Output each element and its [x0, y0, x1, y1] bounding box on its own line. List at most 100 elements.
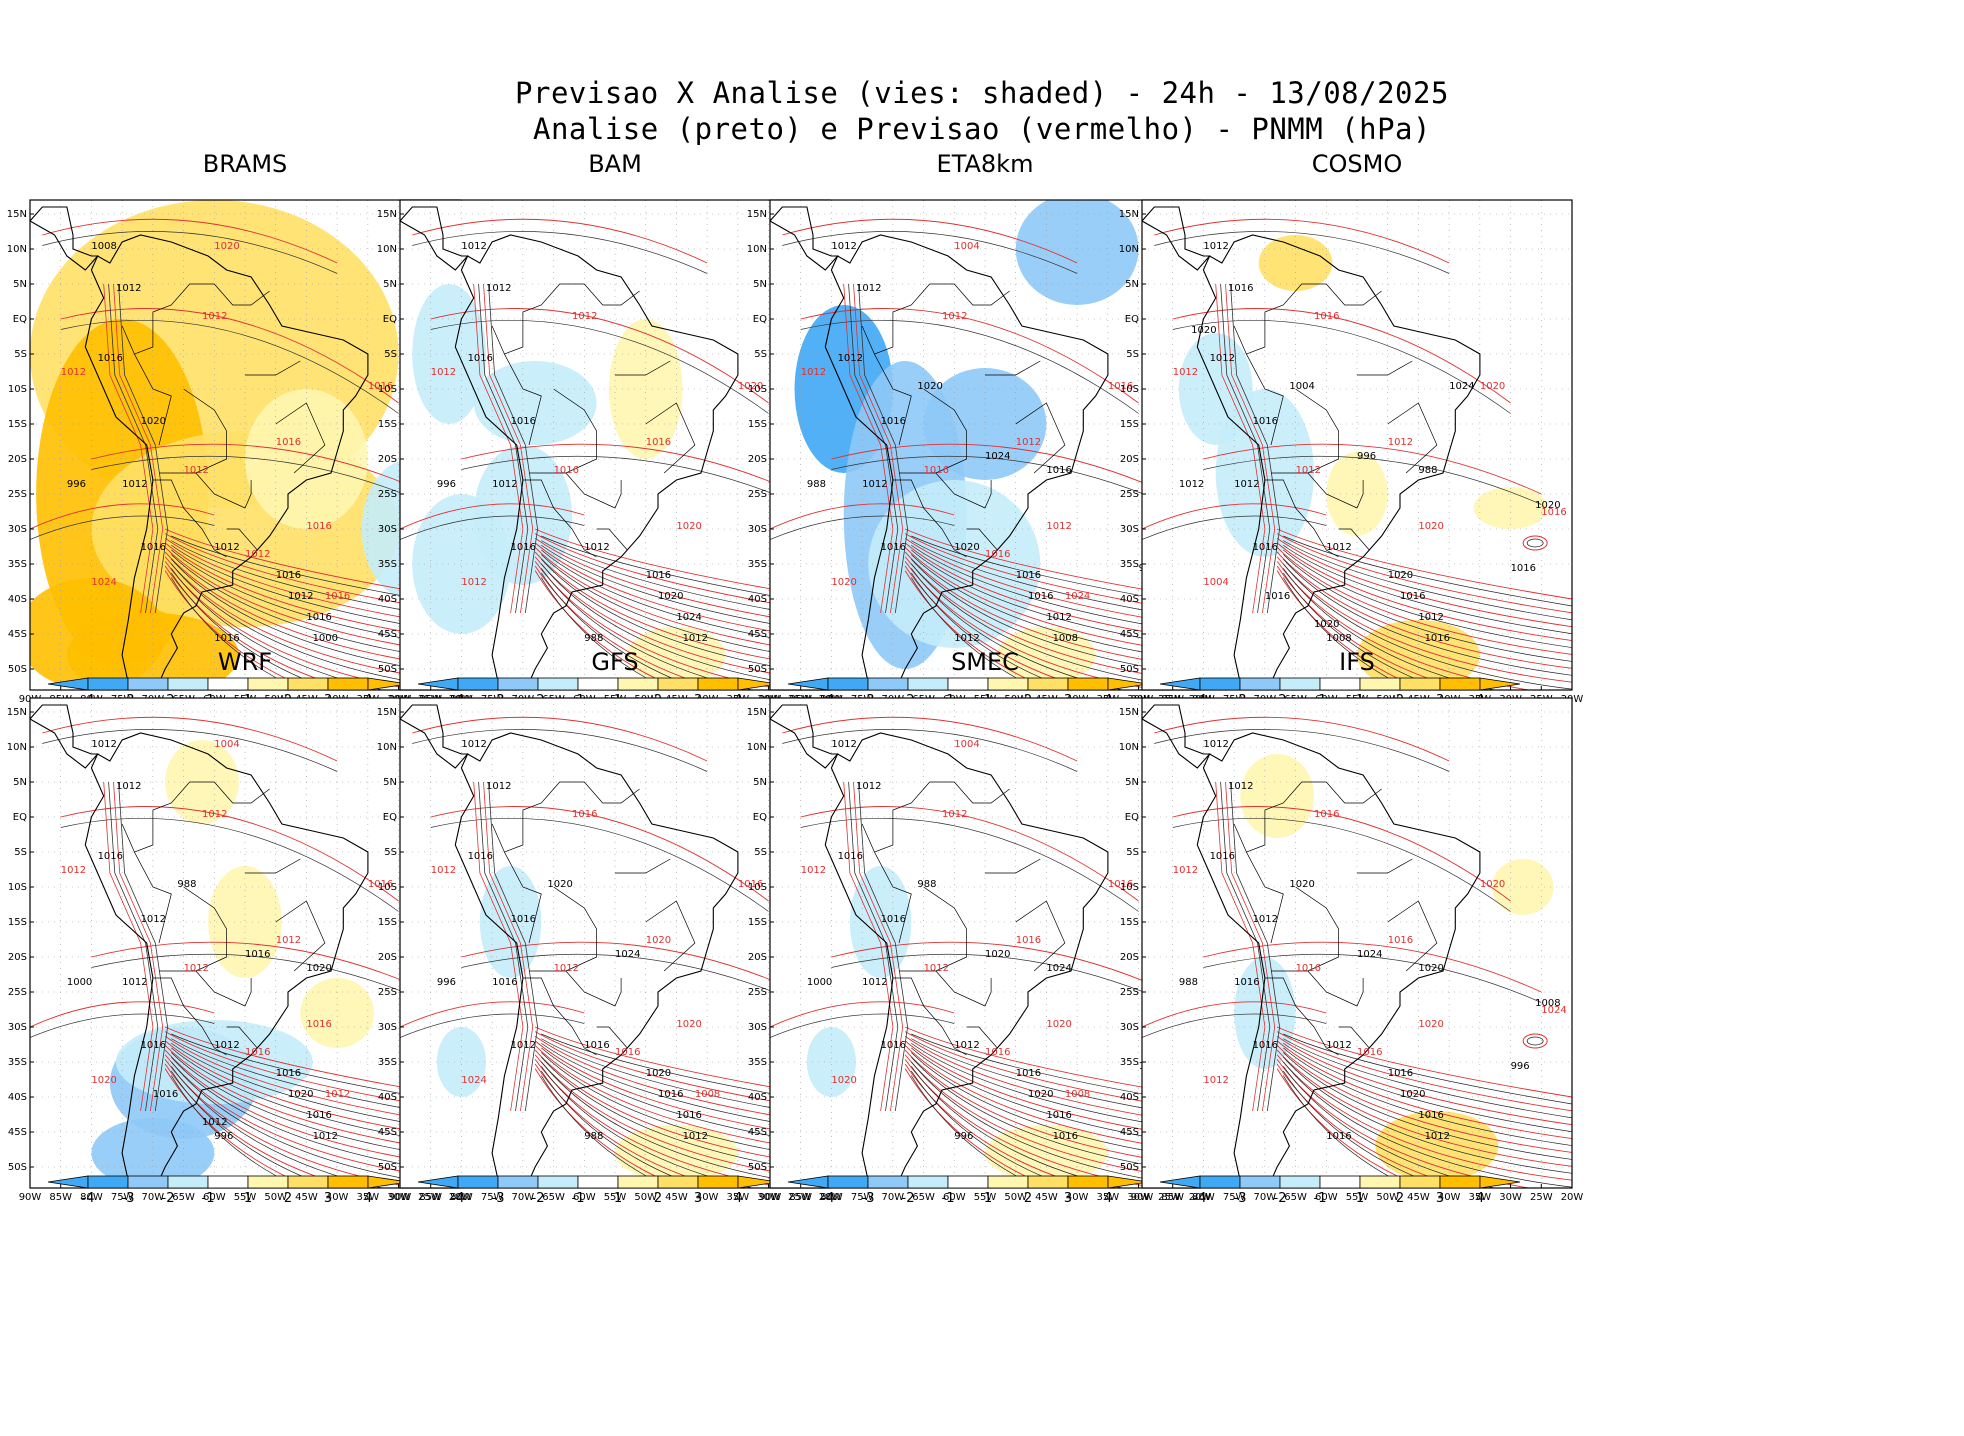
- country-border: [1245, 781, 1382, 944]
- isobar-label-analysis: 1012: [1326, 542, 1351, 553]
- isobar-label-analysis: 1012: [1234, 479, 1259, 490]
- isobar-forecast: [1276, 542, 1572, 642]
- country-border: [159, 388, 227, 474]
- latitude-tick-label: 10N: [747, 742, 767, 753]
- latitude-tick-label: EQ: [1125, 314, 1139, 325]
- longitude-tick-label: 40W: [1438, 1192, 1461, 1203]
- latitude-tick-label: 10N: [377, 742, 397, 753]
- latitude-tick-label: 45S: [8, 629, 27, 640]
- longitude-tick-label: 40W: [1066, 1192, 1089, 1203]
- isobar-analysis: [782, 231, 1078, 274]
- isobar-label-analysis: 1020: [306, 963, 331, 974]
- longitude-tick-label: 75W: [111, 1192, 134, 1203]
- isobar-analysis: [60, 319, 399, 414]
- isobar-analysis: [461, 455, 800, 505]
- latitude-tick-label: 10S: [8, 882, 27, 893]
- latitude-tick-label: 35S: [748, 1057, 767, 1068]
- longitude-tick-label: 35W: [727, 1192, 750, 1203]
- latitude-tick-label: 5S: [384, 349, 397, 360]
- isobar-label-analysis: 996: [1511, 1061, 1530, 1072]
- isobar-label-analysis: 1020: [985, 949, 1010, 960]
- country-border: [1307, 970, 1364, 1007]
- latitude-tick-label: 5S: [14, 847, 27, 858]
- latitude-tick-label: 20S: [378, 454, 397, 465]
- isobar-label-analysis: 1016: [1046, 1110, 1071, 1121]
- isobar-forecast: [42, 218, 338, 264]
- latitude-tick-label: 35S: [1120, 559, 1139, 570]
- isobar-analysis: [858, 781, 909, 1112]
- country-border: [152, 977, 227, 1056]
- isobar-forecast: [91, 941, 430, 993]
- isobar-forecast: [782, 716, 1078, 762]
- isobar-analysis: [1230, 781, 1281, 1112]
- colorbar-tick-label: -2: [902, 1191, 915, 1206]
- isobar-label-analysis: 1016: [98, 851, 123, 862]
- latitude-tick-label: 20S: [1120, 454, 1139, 465]
- country-border: [121, 823, 135, 853]
- isobar-label-forecast: 1016: [1357, 1047, 1382, 1058]
- panel-title: WRF: [217, 648, 273, 676]
- colorbar-bin: [1279, 1175, 1321, 1189]
- bias-shading: [91, 1118, 215, 1188]
- country-border: [1271, 886, 1339, 972]
- isobar-label-analysis: 1012: [486, 781, 511, 792]
- longitude-tick-label: 25W: [1158, 1192, 1181, 1203]
- colorbar-bin: [907, 1175, 949, 1189]
- isobar-label-forecast: 1016: [245, 1047, 270, 1058]
- isobar-label-forecast: 1012: [276, 935, 301, 946]
- country-border: [195, 472, 252, 509]
- isobar-label-analysis: 1012: [584, 542, 609, 553]
- isobar-forecast: [1215, 781, 1266, 1112]
- isobar-label-forecast: 1012: [202, 311, 227, 322]
- country-border: [121, 325, 135, 355]
- map-canvas: 1012 1012 1016 1016 1016 1012 1016 1020 1016 1016…: [377, 697, 841, 1203]
- country-border: [861, 325, 875, 355]
- latitude-tick-label: 5N: [753, 279, 767, 290]
- isobar-forecast: [1276, 1054, 1572, 1181]
- coastline: [824, 732, 1109, 1182]
- isobar-label-analysis: 1024: [1357, 949, 1382, 960]
- longitude-tick-label: 85W: [419, 1192, 442, 1203]
- coastline: [84, 732, 369, 1182]
- isobar-label-analysis: 1008: [91, 241, 116, 252]
- latitude-tick-label: 50S: [378, 664, 397, 675]
- isobar-label-forecast: 1016: [646, 437, 671, 448]
- latitude-tick-label: 50S: [8, 664, 27, 675]
- latitude-tick-label: 10N: [747, 244, 767, 255]
- isobar-label-forecast: 1012: [942, 311, 967, 322]
- isobar-analysis: [1283, 554, 1572, 662]
- isobar-analysis: [1283, 1038, 1572, 1119]
- latitude-tick-label: 35S: [378, 1057, 397, 1068]
- latitude-tick-label: EQ: [753, 812, 767, 823]
- isobar-analysis: [911, 1066, 1125, 1188]
- colorbar-arrow-high: [1479, 1175, 1521, 1189]
- longitude-tick-label: 90W: [389, 1192, 412, 1203]
- latitude-tick-label: 15S: [748, 917, 767, 928]
- bias-shading: [1258, 235, 1333, 291]
- bias-shading: [806, 1027, 856, 1097]
- isobar-label-analysis: 1012: [1253, 914, 1278, 925]
- longitude-tick-label: 80W: [820, 1192, 843, 1203]
- isobar-label-forecast: 1012: [245, 549, 270, 560]
- country-border: [645, 402, 696, 474]
- panel-title: BRAMS: [202, 150, 288, 178]
- isobar-label-analysis: 1020: [1418, 963, 1443, 974]
- country-border: [1307, 472, 1364, 509]
- isobar-label-forecast: 1008: [1065, 1089, 1090, 1100]
- coastline: [400, 704, 469, 769]
- country-border: [522, 977, 597, 1056]
- longitude-tick-label: 50W: [634, 1192, 657, 1203]
- coastline: [30, 704, 99, 769]
- latitude-tick-label: 45S: [378, 1127, 397, 1138]
- longitude-tick-label: 30W: [757, 1192, 780, 1203]
- colorbar-bin: [1439, 1175, 1481, 1189]
- colorbar-bin: [1399, 1175, 1441, 1189]
- isobar-label-forecast: 1016: [306, 1019, 331, 1030]
- isobar-label-analysis: 1016: [245, 949, 270, 960]
- country-border: [491, 823, 505, 853]
- country-border: [275, 402, 326, 474]
- longitude-tick-label: 25W: [1530, 1192, 1553, 1203]
- isobar-label-analysis: 1016: [1511, 563, 1536, 574]
- colorbar: -4 -3 -2 -1 1 2 3 4: [1159, 1175, 1521, 1206]
- isobar-label-analysis: 1012: [91, 739, 116, 750]
